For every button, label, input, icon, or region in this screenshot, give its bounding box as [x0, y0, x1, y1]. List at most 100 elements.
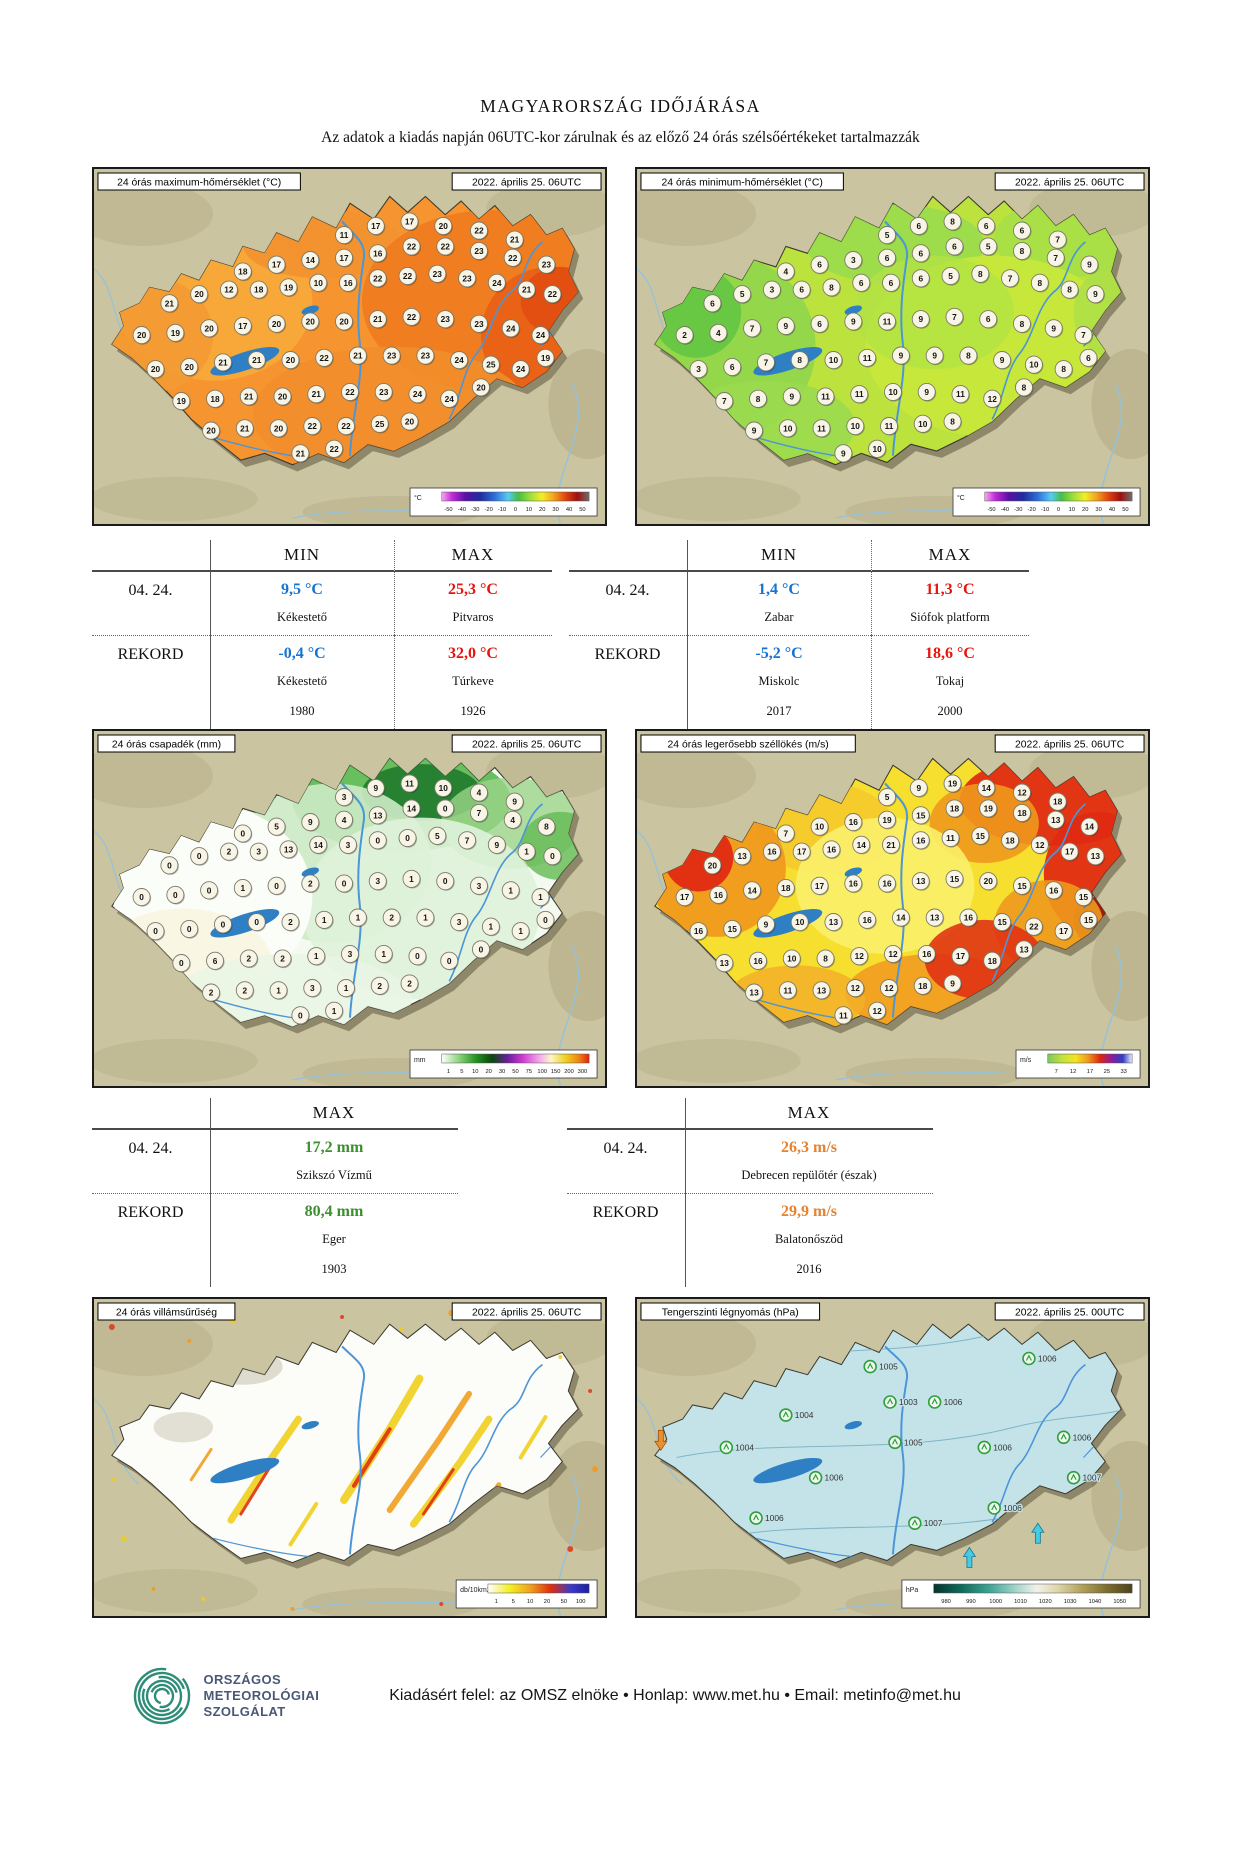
svg-text:8: 8 — [544, 822, 549, 832]
svg-text:24: 24 — [412, 389, 422, 399]
svg-text:10: 10 — [850, 421, 860, 431]
svg-text:7: 7 — [1055, 235, 1060, 245]
svg-text:0: 0 — [139, 892, 144, 902]
svg-text:5: 5 — [948, 271, 953, 281]
map-legend: hPa 980 990 1000 1010 1020 1030 1040 1050 — [901, 1579, 1140, 1609]
svg-text:15: 15 — [727, 924, 737, 934]
svg-text:6: 6 — [212, 956, 217, 966]
svg-text:8: 8 — [977, 269, 982, 279]
svg-text:18: 18 — [254, 285, 264, 295]
svg-text:4: 4 — [510, 815, 515, 825]
map-lightning-density: 24 órás villámsűrűség 2022. április 25. 0… — [91, 1297, 607, 1618]
svg-text:22: 22 — [406, 241, 416, 251]
svg-text:11: 11 — [783, 985, 792, 995]
svg-text:20: 20 — [184, 362, 194, 372]
svg-text:6: 6 — [983, 221, 988, 231]
svg-text:17: 17 — [1064, 847, 1074, 857]
svg-text:3: 3 — [345, 840, 350, 850]
svg-text:3: 3 — [769, 285, 774, 295]
svg-text:10: 10 — [787, 953, 797, 963]
svg-text:14: 14 — [896, 913, 906, 923]
svg-text:0: 0 — [178, 958, 183, 968]
station-name: Kékestető — [277, 610, 327, 624]
svg-text:6: 6 — [918, 248, 923, 258]
svg-text:14: 14 — [406, 803, 416, 813]
svg-text:19: 19 — [283, 282, 293, 292]
svg-text:17: 17 — [1059, 926, 1069, 936]
svg-text:9: 9 — [751, 426, 756, 436]
svg-text:15: 15 — [1078, 892, 1088, 902]
svg-text:22: 22 — [319, 353, 329, 363]
table-precipitation: MAX 04. 24. 17,2 mm Szikszó Vízmű REKORD 80,4… — [91, 1098, 458, 1287]
svg-text:9: 9 — [916, 783, 921, 793]
svg-text:17: 17 — [339, 253, 349, 263]
station-name: Zabar — [764, 610, 794, 624]
pressure-map-canvas: 1005 1006 1006 1004 1003 1004 1005 1006 1006 1007… — [636, 1299, 1148, 1616]
svg-text:°C: °C — [413, 494, 421, 502]
map-date-box: 2022. április 25. 06UTC — [994, 734, 1145, 753]
svg-text:7: 7 — [1053, 253, 1058, 263]
map-date-box: 2022. április 25. 06UTC — [994, 172, 1145, 191]
svg-text:50: 50 — [1122, 507, 1128, 513]
svg-text:10: 10 — [918, 419, 928, 429]
svg-text:10: 10 — [525, 507, 531, 513]
station-values: 5 9 19 14 12 18 7 10 16 19 15 18 19 18 13 14 20 13 16 17 16 1… — [675, 774, 1105, 1025]
record-year: 2000 — [937, 704, 963, 718]
svg-text:9: 9 — [999, 355, 1004, 365]
svg-text:16: 16 — [343, 278, 353, 288]
svg-text:20: 20 — [305, 316, 315, 326]
station-name: Siófok platform — [910, 610, 990, 624]
svg-text:11: 11 — [339, 230, 348, 240]
svg-text:10: 10 — [888, 387, 898, 397]
svg-text:6: 6 — [952, 241, 957, 251]
map-wind-gust: 5 9 19 14 12 18 7 10 16 19 15 18 19 18 13 14 20 13 16 17 16 1… — [634, 729, 1150, 1088]
station-name: Balatonőszöd — [774, 1232, 844, 1246]
svg-text:12: 12 — [884, 983, 894, 993]
svg-text:1050: 1050 — [1113, 1599, 1126, 1605]
svg-text:1: 1 — [409, 874, 414, 884]
station-name: Túrkeve — [452, 674, 494, 688]
svg-text:1: 1 — [518, 926, 523, 936]
svg-text:23: 23 — [387, 351, 397, 361]
table-max-temperature: MIN MAX 04. 24. 9,5 °C Kékestető 25,3 °C Pitva… — [91, 540, 552, 729]
svg-text:1: 1 — [321, 915, 326, 925]
svg-text:20: 20 — [273, 423, 283, 433]
svg-text:1004: 1004 — [794, 1410, 813, 1420]
station-name: Tokaj — [935, 674, 965, 688]
svg-text:-30: -30 — [471, 507, 479, 513]
svg-text:-10: -10 — [1040, 507, 1048, 513]
svg-text:1006: 1006 — [824, 1473, 843, 1483]
svg-text:21: 21 — [521, 285, 531, 295]
svg-text:8: 8 — [1037, 278, 1042, 288]
svg-text:17: 17 — [955, 951, 965, 961]
svg-text:20: 20 — [271, 319, 281, 329]
svg-text:9: 9 — [932, 351, 937, 361]
map-title-box: Tengerszinti légnyomás (hPa) — [639, 1302, 820, 1321]
svg-text:20: 20 — [707, 860, 717, 870]
svg-text:2022. április 25. 06UTC: 2022. április 25. 06UTC — [1014, 177, 1124, 188]
svg-text:11: 11 — [817, 423, 826, 433]
svg-text:16: 16 — [753, 956, 763, 966]
svg-text:17: 17 — [814, 881, 824, 891]
svg-text:-50: -50 — [444, 507, 452, 513]
svg-text:8: 8 — [1019, 319, 1024, 329]
station-name: Eger — [322, 1232, 346, 1246]
page-title: MAGYARORSZÁG IDŐJÁRÁSA — [480, 96, 761, 116]
svg-text:19: 19 — [170, 328, 180, 338]
svg-text:7: 7 — [1007, 273, 1012, 283]
svg-text:1010: 1010 — [1014, 1599, 1027, 1605]
svg-text:22: 22 — [440, 241, 450, 251]
svg-text:1005: 1005 — [879, 1362, 898, 1372]
svg-text:13: 13 — [373, 810, 383, 820]
svg-text:0: 0 — [415, 951, 420, 961]
station-name: Miskolc — [758, 674, 800, 688]
svg-text:1006: 1006 — [1037, 1353, 1056, 1363]
svg-text:17: 17 — [238, 321, 248, 331]
record-year: 1926 — [460, 704, 486, 718]
svg-text:1003: 1003 — [898, 1397, 917, 1407]
svg-text:5: 5 — [460, 1069, 463, 1075]
svg-text:10: 10 — [438, 783, 448, 793]
svg-text:1007: 1007 — [923, 1518, 942, 1528]
svg-text:0: 0 — [442, 876, 447, 886]
svg-text:15: 15 — [997, 917, 1007, 927]
